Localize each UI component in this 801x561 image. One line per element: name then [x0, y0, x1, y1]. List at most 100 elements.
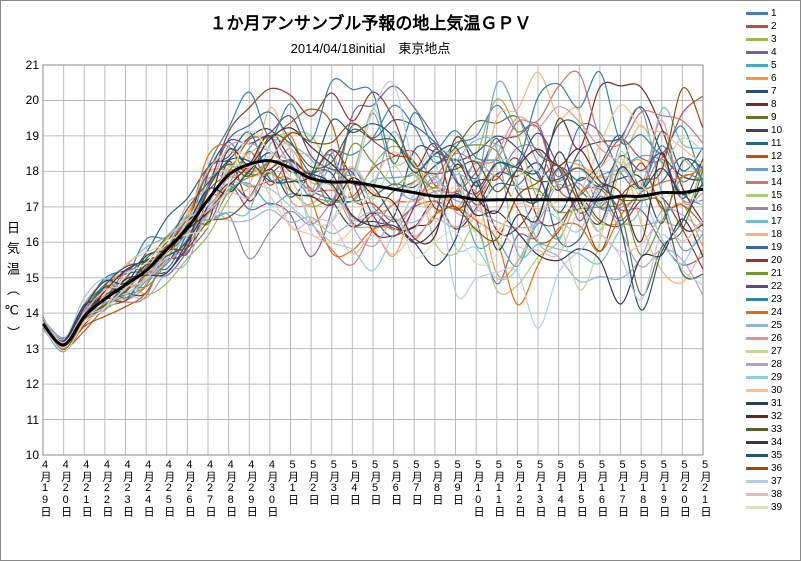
chart-svg — [43, 65, 703, 455]
legend-swatch — [746, 194, 768, 197]
legend-label: 32 — [771, 411, 782, 422]
legend-swatch — [746, 90, 768, 93]
legend-swatch — [746, 181, 768, 184]
legend-label: 22 — [771, 281, 782, 292]
legend-swatch — [746, 428, 768, 431]
legend-label: 26 — [771, 333, 782, 344]
legend-item: 6 — [746, 72, 796, 85]
legend-swatch — [746, 285, 768, 288]
legend-label: 39 — [771, 502, 782, 513]
legend-swatch — [746, 350, 768, 353]
x-tick: 4月19日 — [37, 459, 53, 517]
x-tick: 4月29日 — [243, 459, 259, 517]
legend-item: 30 — [746, 384, 796, 397]
x-tick: 4月26日 — [181, 459, 197, 517]
legend-item: 32 — [746, 410, 796, 423]
x-tick: 5月12日 — [511, 459, 527, 517]
legend-item: 1 — [746, 7, 796, 20]
legend-label: 8 — [771, 99, 777, 110]
legend-item: 23 — [746, 293, 796, 306]
legend-item: 27 — [746, 345, 796, 358]
x-tick: 4月30日 — [264, 459, 280, 517]
legend-label: 1 — [771, 8, 777, 19]
legend-item: 25 — [746, 319, 796, 332]
legend-item: 8 — [746, 98, 796, 111]
legend-item: 26 — [746, 332, 796, 345]
legend-label: 29 — [771, 372, 782, 383]
legend-swatch — [746, 51, 768, 54]
legend-label: 35 — [771, 450, 782, 461]
legend-label: 16 — [771, 203, 782, 214]
legend-label: 12 — [771, 151, 782, 162]
legend-swatch — [746, 467, 768, 470]
legend-swatch — [746, 480, 768, 483]
legend: 1234567891011121314151617181920212223242… — [746, 7, 796, 554]
legend-label: 23 — [771, 294, 782, 305]
x-tick: 5月2日 — [305, 459, 321, 505]
x-tick: 5月5日 — [367, 459, 383, 505]
legend-item: 12 — [746, 150, 796, 163]
legend-swatch — [746, 142, 768, 145]
legend-label: 19 — [771, 242, 782, 253]
legend-swatch — [746, 129, 768, 132]
x-tick: 5月15日 — [573, 459, 589, 517]
y-tick: 19 — [11, 129, 39, 143]
x-tick: 4月20日 — [58, 459, 74, 517]
legend-swatch — [746, 402, 768, 405]
legend-label: 36 — [771, 463, 782, 474]
y-tick: 12 — [11, 377, 39, 391]
legend-swatch — [746, 376, 768, 379]
x-tick: 5月9日 — [450, 459, 466, 505]
chart-frame: １か月アンサンブル予報の地上気温ＧＰＶ 2014/04/18initial 東京… — [0, 0, 801, 561]
y-tick: 10 — [11, 448, 39, 462]
legend-label: 18 — [771, 229, 782, 240]
legend-swatch — [746, 77, 768, 80]
x-tick: 5月17日 — [615, 459, 631, 517]
legend-item: 20 — [746, 254, 796, 267]
legend-swatch — [746, 220, 768, 223]
y-tick: 15 — [11, 271, 39, 285]
x-tick: 5月21日 — [697, 459, 713, 517]
x-tick: 5月16日 — [594, 459, 610, 517]
legend-label: 6 — [771, 73, 777, 84]
legend-item: 39 — [746, 501, 796, 514]
legend-label: 33 — [771, 424, 782, 435]
legend-label: 21 — [771, 268, 782, 279]
legend-item: 22 — [746, 280, 796, 293]
legend-label: 38 — [771, 489, 782, 500]
legend-swatch — [746, 259, 768, 262]
legend-swatch — [746, 272, 768, 275]
legend-swatch — [746, 493, 768, 496]
x-tick: 4月21日 — [78, 459, 94, 517]
y-tick: 21 — [11, 58, 39, 72]
legend-label: 14 — [771, 177, 782, 188]
x-tick: 4月27日 — [202, 459, 218, 517]
legend-label: 10 — [771, 125, 782, 136]
legend-label: 27 — [771, 346, 782, 357]
legend-item: 9 — [746, 111, 796, 124]
legend-item: 38 — [746, 488, 796, 501]
legend-item: 36 — [746, 462, 796, 475]
y-tick: 20 — [11, 93, 39, 107]
legend-item: 5 — [746, 59, 796, 72]
legend-swatch — [746, 233, 768, 236]
legend-item: 21 — [746, 267, 796, 280]
legend-item: 3 — [746, 33, 796, 46]
legend-swatch — [746, 38, 768, 41]
legend-swatch — [746, 103, 768, 106]
legend-label: 11 — [771, 138, 781, 149]
legend-swatch — [746, 12, 768, 15]
chart-subtitle: 2014/04/18initial 東京地点 — [1, 38, 740, 57]
legend-swatch — [746, 454, 768, 457]
x-tick: 5月7日 — [408, 459, 424, 505]
legend-item: 4 — [746, 46, 796, 59]
legend-swatch — [746, 246, 768, 249]
legend-label: 28 — [771, 359, 782, 370]
x-tick: 4月22日 — [99, 459, 115, 517]
legend-swatch — [746, 415, 768, 418]
legend-item: 2 — [746, 20, 796, 33]
legend-swatch — [746, 25, 768, 28]
x-tick: 5月14日 — [553, 459, 569, 517]
x-tick: 5月3日 — [326, 459, 342, 505]
x-tick: 5月10日 — [470, 459, 486, 517]
